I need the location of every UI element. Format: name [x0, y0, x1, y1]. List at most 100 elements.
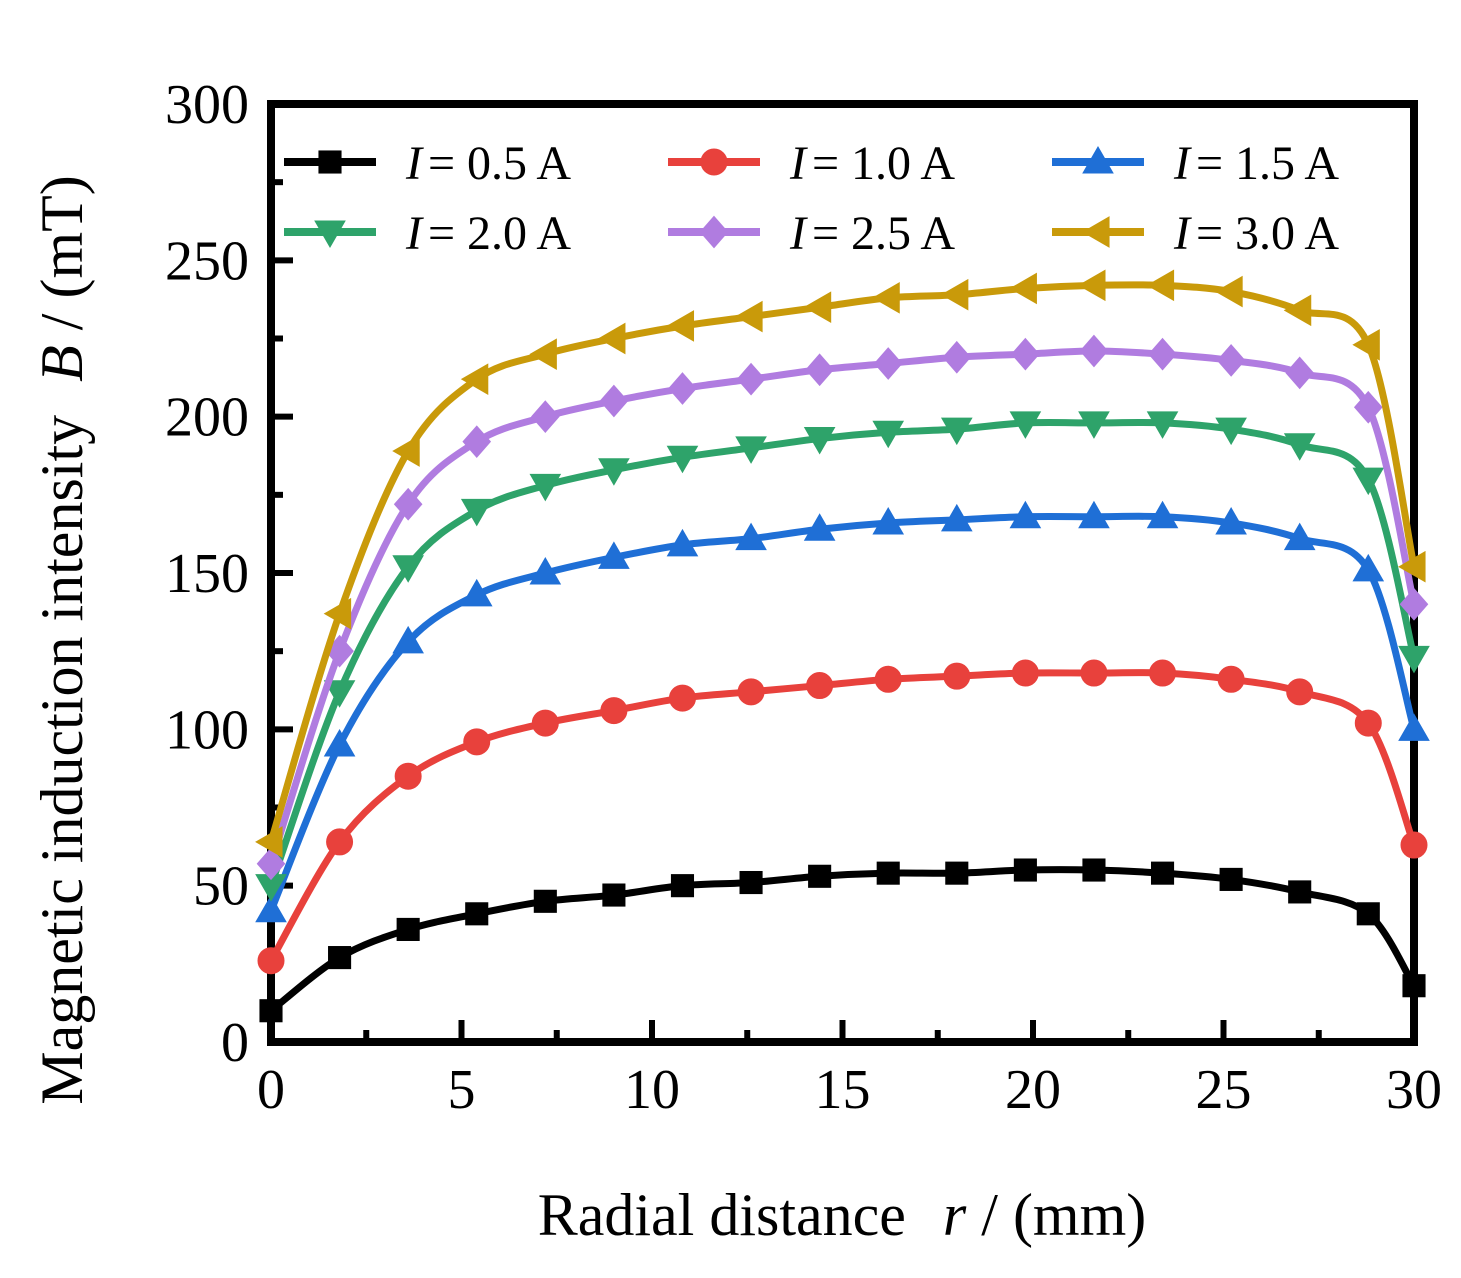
data-point [529, 557, 562, 585]
series-2 [255, 500, 1430, 923]
data-point [943, 662, 971, 690]
data-point [668, 372, 697, 405]
data-point [1398, 645, 1430, 674]
data-point [872, 282, 900, 314]
legend-swatch-marker [314, 220, 346, 248]
data-point [1402, 974, 1426, 998]
data-point [874, 665, 902, 693]
series-line [267, 418, 1418, 887]
data-point [1082, 858, 1106, 882]
data-point [1216, 344, 1246, 377]
data-point [803, 513, 836, 541]
data-point [1148, 337, 1177, 371]
data-point [1215, 507, 1247, 535]
data-point [598, 458, 630, 486]
data-point [945, 861, 969, 885]
legend-label: I = 1.0 A [789, 137, 955, 190]
data-point [668, 684, 696, 712]
x-tick-label: 0 [257, 1059, 285, 1121]
data-point [599, 384, 629, 418]
x-axis-title-prefix: Radial distance [538, 1182, 906, 1248]
legend-swatch-marker [1082, 216, 1110, 248]
data-point [1399, 587, 1429, 621]
series-4 [256, 334, 1429, 881]
series-line [267, 669, 1418, 963]
data-point [393, 487, 423, 521]
data-point [1146, 269, 1175, 302]
data-point [1009, 500, 1042, 529]
series-0 [259, 858, 1426, 1023]
data-point [735, 522, 767, 551]
data-point [666, 528, 699, 557]
x-axis-title: Radial distance r / (mm) [538, 1182, 1147, 1248]
data-point [1283, 433, 1316, 461]
data-point [1398, 550, 1426, 583]
series-line [267, 512, 1418, 913]
data-point [460, 498, 493, 527]
data-point [1013, 858, 1037, 882]
data-point [396, 917, 420, 941]
data-point [940, 503, 973, 532]
legend-label-text: = 1.5 A [1196, 137, 1339, 190]
series-5 [255, 269, 1426, 858]
legend-item: I = 2.0 A [284, 207, 571, 260]
legend-swatch-marker [318, 150, 342, 174]
legend-label: I = 2.5 A [789, 207, 955, 260]
data-point [1400, 831, 1428, 859]
x-tick-label: 5 [448, 1059, 476, 1121]
series-1 [257, 659, 1428, 975]
data-point [1288, 880, 1312, 904]
data-point [805, 353, 834, 387]
data-point [1080, 659, 1108, 687]
legend-label-text: = 2.0 A [428, 207, 571, 260]
y-axis-title-unit: / (mT) [29, 175, 95, 330]
data-point [1352, 467, 1385, 496]
data-point [1215, 275, 1243, 308]
legend-item: I = 2.5 A [668, 207, 955, 260]
data-point [1354, 709, 1382, 737]
data-point [465, 902, 489, 926]
data-point [326, 828, 354, 856]
data-point [392, 555, 424, 583]
data-point [460, 363, 489, 395]
data-point [1078, 411, 1110, 439]
data-point [670, 874, 695, 898]
data-point [602, 883, 626, 907]
legend-label-var: I [1173, 207, 1192, 260]
data-point [323, 597, 352, 630]
series-line [267, 347, 1418, 865]
y-tick-label: 100 [165, 699, 249, 761]
y-axis-title-prefix: Magnetic induction intensity [29, 415, 95, 1105]
data-point [1352, 553, 1385, 582]
data-point [1150, 861, 1175, 885]
legend-swatch-marker [700, 148, 728, 176]
data-point [873, 347, 903, 380]
y-tick-label: 200 [165, 387, 249, 449]
y-axis-title-var: B [29, 345, 95, 382]
data-point [1219, 867, 1243, 891]
legend-label-var: I [405, 137, 424, 190]
x-tick-label: 30 [1386, 1059, 1442, 1121]
data-point [876, 861, 900, 885]
data-point [328, 946, 352, 970]
data-point [323, 680, 356, 708]
data-point [1146, 411, 1179, 439]
data-point [1285, 356, 1315, 390]
data-point [533, 889, 557, 913]
data-point [940, 417, 973, 446]
y-tick-label: 0 [221, 1012, 249, 1074]
data-point [942, 340, 972, 374]
data-point [597, 322, 626, 355]
legend-item: I = 1.5 A [1052, 137, 1339, 190]
y-tick-label: 50 [193, 856, 249, 918]
data-point [1398, 713, 1430, 741]
legend-label-text: = 2.5 A [812, 207, 955, 260]
data-point [1353, 390, 1383, 424]
data-point [940, 278, 969, 311]
data-point [460, 578, 493, 607]
data-point [872, 507, 905, 535]
data-point [1011, 337, 1040, 371]
x-tick-label: 20 [1005, 1059, 1061, 1121]
data-point [1283, 522, 1316, 551]
